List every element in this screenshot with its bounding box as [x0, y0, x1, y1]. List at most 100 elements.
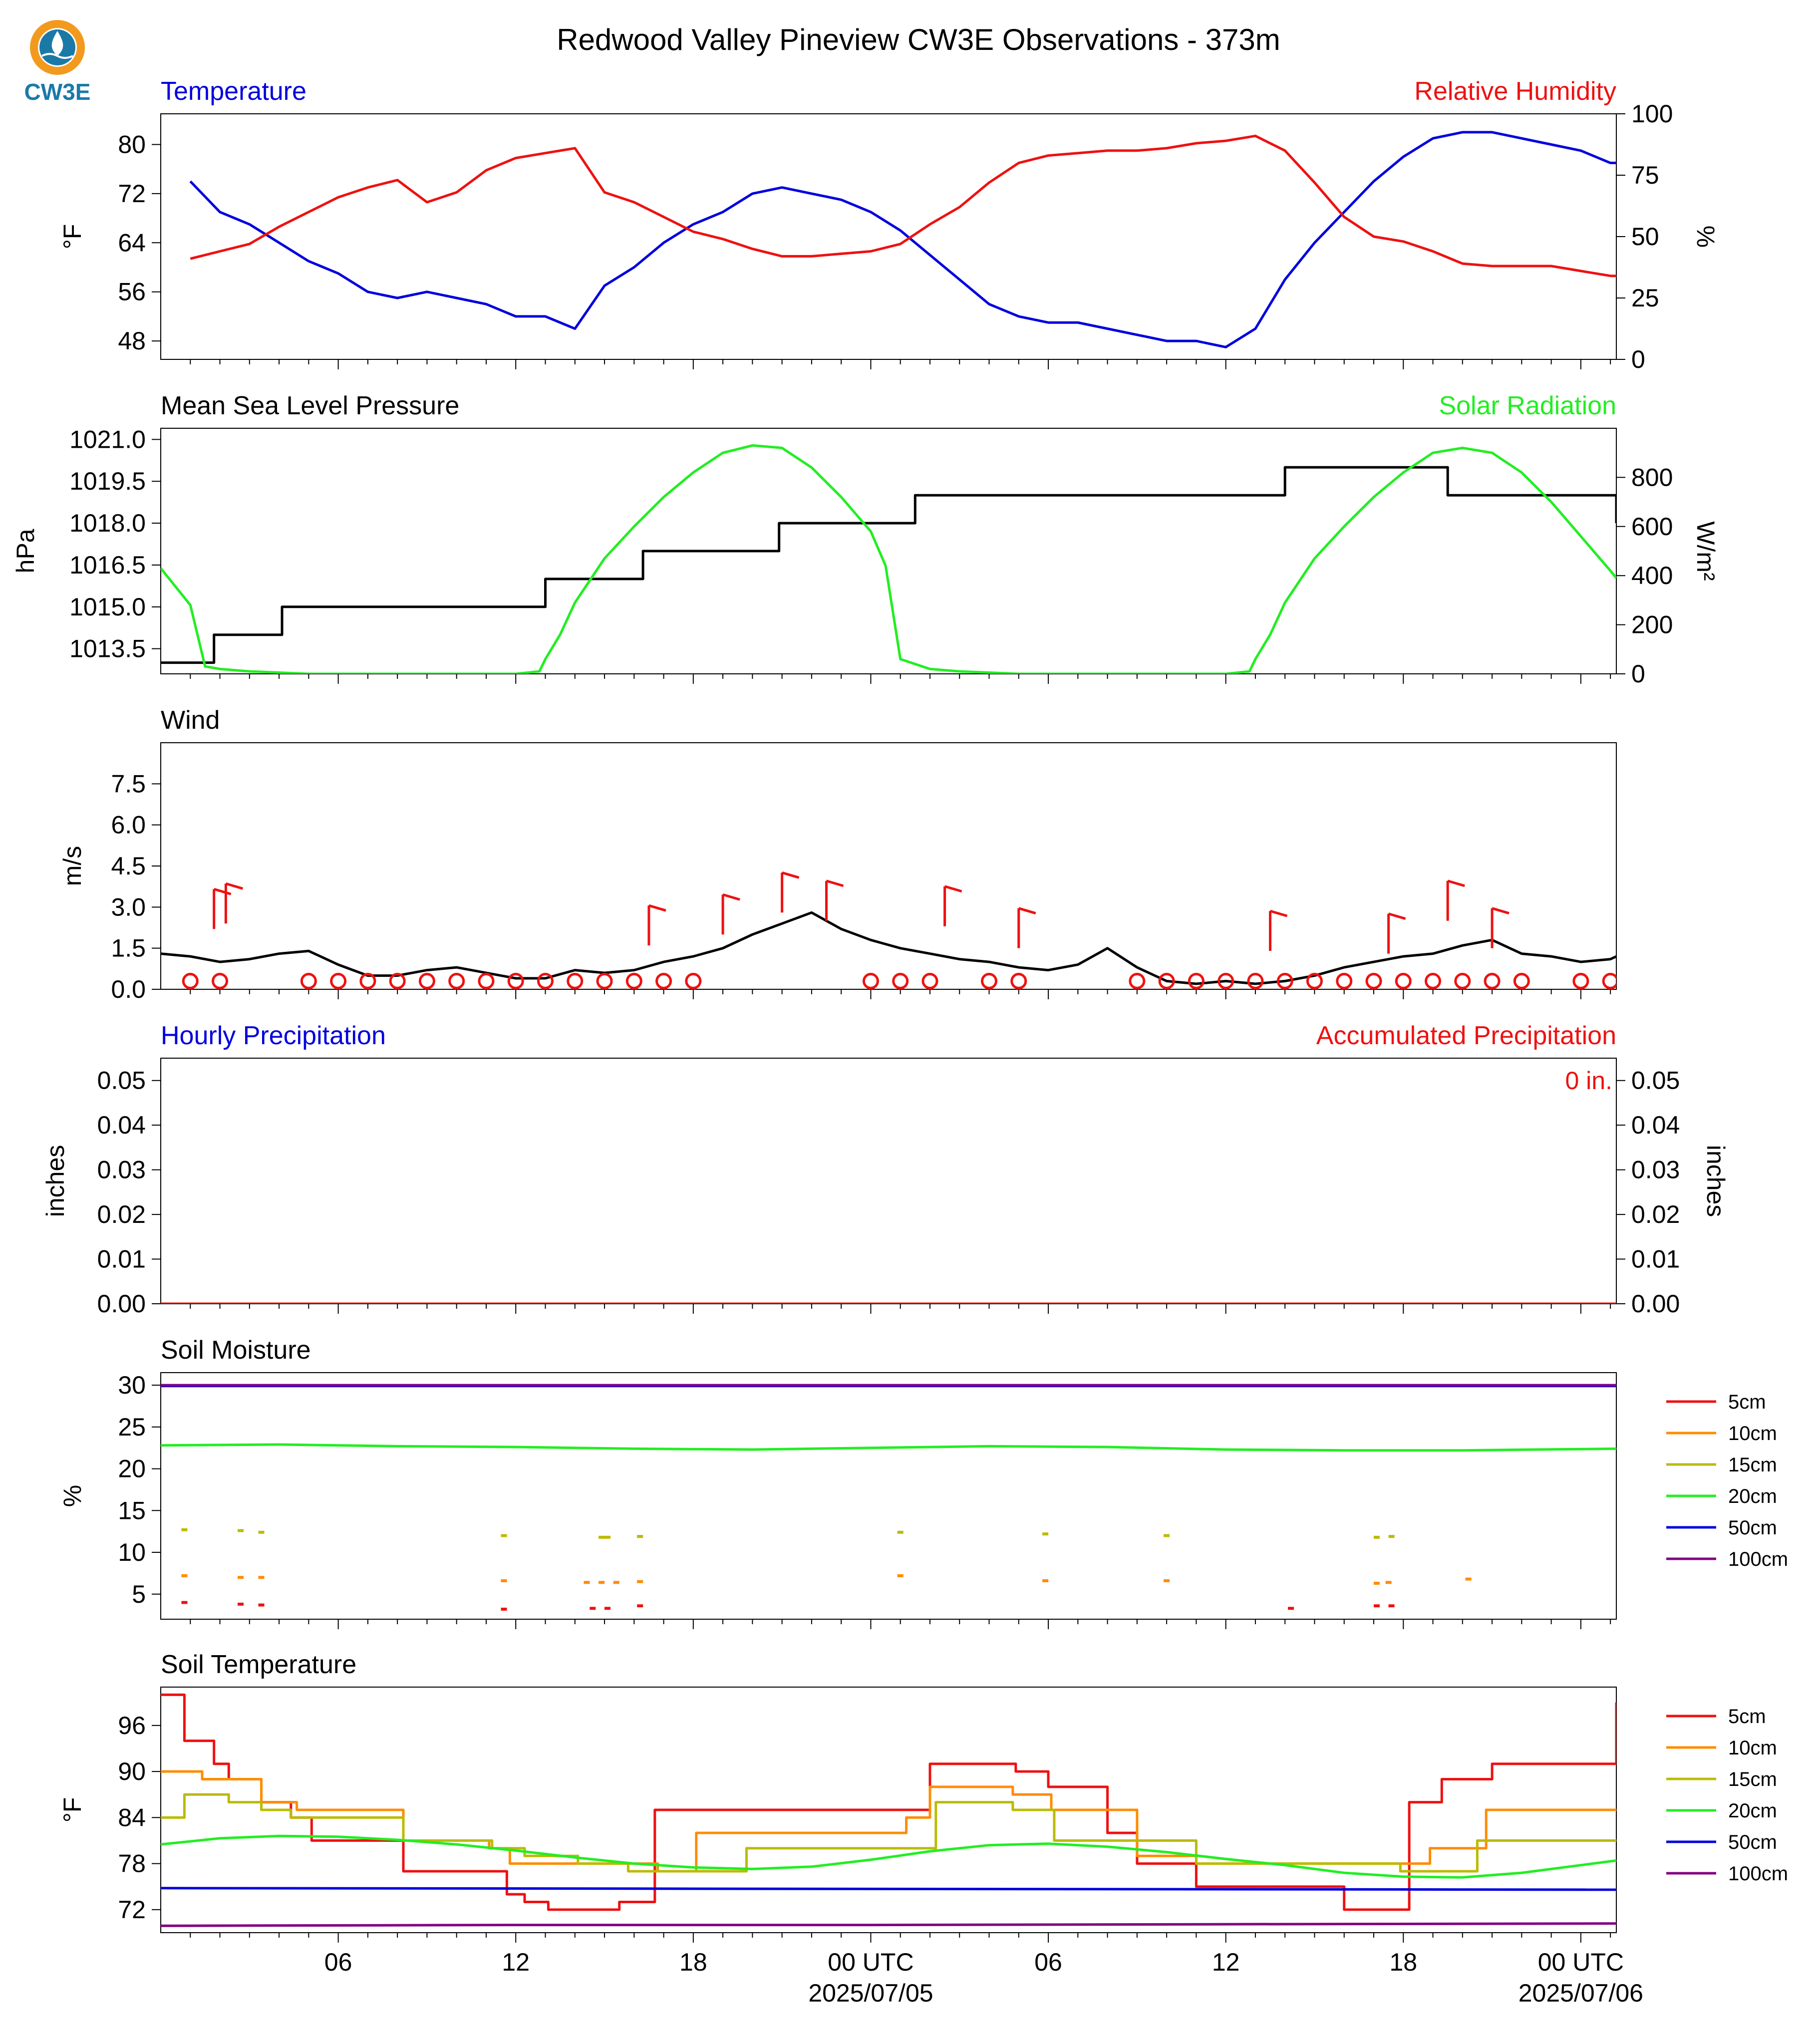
- panel-frame: [160, 113, 1617, 360]
- calm-wind-marker: [1129, 973, 1146, 989]
- series-dot-5cm: [181, 1601, 188, 1604]
- cw3e-logo: CW3E: [24, 20, 91, 105]
- calm-wind-marker: [1158, 973, 1175, 989]
- series-dot-15cm: [637, 1535, 643, 1538]
- series-dot-10cm: [897, 1574, 904, 1577]
- y-tick-label-right: 400: [1631, 562, 1673, 589]
- y-axis-label-right: inches: [1702, 1145, 1730, 1217]
- calm-wind-marker: [1395, 973, 1412, 989]
- y-tick-label-right: 75: [1631, 161, 1659, 189]
- legend-label: 15cm: [1728, 1454, 1777, 1476]
- series-dot-15cm: [1373, 1535, 1380, 1539]
- series-dot-15cm: [1042, 1532, 1049, 1536]
- series-line-100cm: [161, 1922, 1616, 1927]
- series-dot-10cm: [1465, 1577, 1472, 1581]
- series-layer: [161, 1693, 1616, 1927]
- y-tick-label-right: 800: [1631, 463, 1673, 491]
- y-axis-label-left: inches: [41, 1145, 69, 1217]
- series-dot-5cm: [1373, 1604, 1380, 1608]
- series-line-wind-speed: [161, 911, 1616, 985]
- panel-title-left: Soil Temperature: [161, 1650, 356, 1679]
- y-tick-label-left: 0.03: [97, 1156, 146, 1184]
- series-dot-10cm: [584, 1581, 590, 1584]
- series-dot-10cm: [613, 1581, 619, 1584]
- wind-barb-flag: [225, 882, 244, 890]
- wind-barb-flag: [944, 885, 962, 893]
- y-tick-label-right: 600: [1631, 513, 1673, 541]
- calm-wind-marker: [537, 973, 554, 989]
- series-dot-5cm: [1388, 1604, 1395, 1608]
- y-tick-label-right: 0.05: [1631, 1067, 1680, 1095]
- panel-temp_rh: Temperature Relative Humidity 48 56 64 72 80 °F…: [58, 77, 1720, 373]
- panel-frame: [160, 428, 1617, 674]
- calm-wind-marker: [300, 973, 317, 989]
- series-dot-10cm: [1164, 1579, 1170, 1582]
- y-tick-label-right: 0: [1631, 345, 1645, 373]
- panel-frame: [160, 742, 1617, 990]
- series-dot-10cm: [1042, 1579, 1049, 1582]
- legend-label: 20cm: [1728, 1485, 1777, 1507]
- y-tick-label-left: 15: [118, 1496, 146, 1524]
- y-tick-label-left: 0.02: [97, 1200, 146, 1228]
- y-tick-label-left: 56: [118, 278, 146, 306]
- y-tick-label-left: 20: [118, 1455, 146, 1483]
- series-dot-10cm: [1373, 1581, 1380, 1585]
- y-tick-label-left: 25: [118, 1413, 146, 1441]
- panels: Temperature Relative Humidity 48 56 64 72 80 °F…: [11, 77, 1788, 2007]
- calm-wind-marker: [625, 973, 642, 989]
- y-tick-label-left: 1019.5: [69, 467, 146, 495]
- wind-barb-flag: [648, 904, 666, 912]
- series-line-50cm: [161, 1887, 1616, 1891]
- calm-wind-marker: [1336, 973, 1353, 989]
- panel-pressure_solar: Mean Sea Level Pressure Solar Radiation 10…: [11, 391, 1720, 688]
- calm-wind-marker: [1306, 973, 1323, 989]
- series-line-relative-humidity: [190, 134, 1616, 278]
- calm-wind-marker: [862, 973, 879, 989]
- wind-barb-flag: [722, 893, 740, 901]
- series-dot-5cm: [590, 1607, 596, 1610]
- panel-title-right: Solar Radiation: [1439, 391, 1616, 420]
- y-tick-label-right: 25: [1631, 284, 1659, 312]
- calm-wind-marker: [1217, 973, 1234, 989]
- x-date-label: 2025/07/05: [808, 1979, 933, 2007]
- logo-text: CW3E: [24, 79, 91, 105]
- panel-frame: [160, 1372, 1617, 1620]
- series-dot-5cm: [258, 1603, 265, 1607]
- series-dot-15cm: [599, 1535, 605, 1539]
- calm-wind-marker: [212, 973, 229, 989]
- calm-wind-marker: [418, 973, 435, 989]
- series-dot-10cm: [637, 1580, 643, 1583]
- calm-wind-marker: [567, 973, 584, 989]
- panel-title-left: Wind: [161, 706, 220, 735]
- y-tick-label-left: 30: [118, 1371, 146, 1399]
- y-tick-label-left: 1021.0: [69, 425, 146, 453]
- wind-barb-flag: [1269, 909, 1288, 917]
- y-tick-label-right: 0.02: [1631, 1200, 1680, 1228]
- y-axis-label-left: °F: [58, 1797, 86, 1823]
- calm-wind-marker: [1602, 973, 1616, 989]
- calm-wind-marker: [1247, 973, 1264, 989]
- series-layer: [161, 871, 1616, 989]
- y-tick-label-left: 1.5: [111, 934, 146, 962]
- y-tick-label-right: 0.00: [1631, 1290, 1680, 1318]
- legend: 5cm 10cm 15cm 20cm 50cm 100cm: [1666, 1391, 1788, 1570]
- y-axis-label-left: %: [58, 1485, 86, 1507]
- y-tick-label-left: 5: [132, 1580, 146, 1608]
- y-tick-label-left: 4.5: [111, 852, 146, 880]
- wind-barb-flag: [826, 879, 844, 887]
- y-tick-label-right: 100: [1631, 100, 1673, 128]
- calm-wind-marker: [1010, 973, 1027, 989]
- panel-title-right: Relative Humidity: [1414, 77, 1616, 106]
- y-tick-label-left: 78: [118, 1850, 146, 1878]
- panel-soil_temperature: Soil Temperature 72 78 84 90 96 °F 5cm 10cm 15cm 2…: [58, 1650, 1788, 2007]
- y-tick-label-left: 72: [118, 180, 146, 208]
- calm-wind-marker: [596, 973, 613, 989]
- series-line-20cm: [161, 1834, 1616, 1879]
- calm-wind-marker: [359, 973, 376, 989]
- y-tick-label-left: 10: [118, 1538, 146, 1566]
- page-title: Redwood Valley Pineview CW3E Observation…: [557, 23, 1280, 56]
- calm-wind-marker: [1454, 973, 1471, 989]
- series-dot-10cm: [599, 1581, 605, 1584]
- y-tick-label-left: 0.01: [97, 1245, 146, 1273]
